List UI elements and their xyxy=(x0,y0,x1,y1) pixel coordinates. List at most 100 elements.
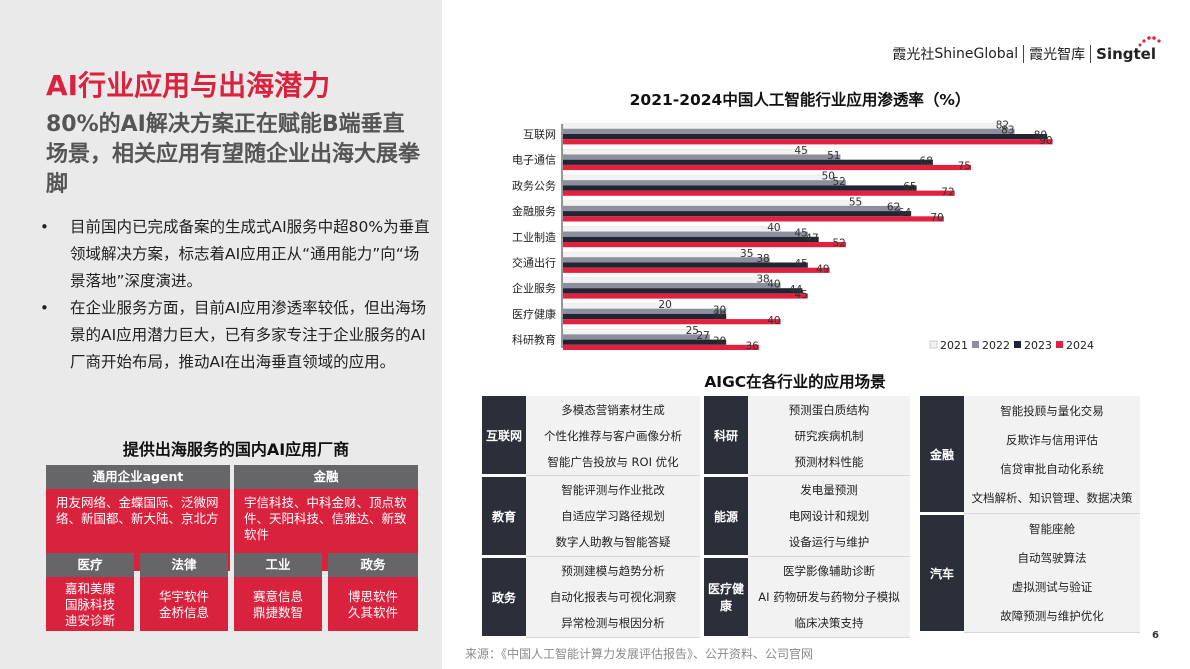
industry-label: 科研 xyxy=(704,396,748,477)
data-label-2022: 83 xyxy=(1001,125,1014,137)
bar-2022 xyxy=(563,334,710,340)
data-label-2023: 47 xyxy=(805,233,818,245)
legend-label-2023: 2023 xyxy=(1024,339,1052,352)
category-label: 金融服务 xyxy=(512,204,556,218)
bar-2024 xyxy=(563,190,955,196)
bar-2023 xyxy=(563,134,1048,140)
scenario-list: 智能投顾与量化交易 反欺诈与信用评估 信贷审批自动化系统 文档解析、知识管理、数据决策 xyxy=(964,396,1140,514)
data-label-2022: 40 xyxy=(767,279,780,291)
logo-divider xyxy=(1023,45,1025,63)
aigc-title: AIGC在各行业的应用场景 xyxy=(704,373,886,391)
scenario-list: 预测蛋白质结构 研究疾病机制 预测材料性能 xyxy=(748,396,910,476)
data-label-2021: 40 xyxy=(767,222,780,234)
data-label-2024: 70 xyxy=(930,212,943,224)
data-label-2024: 45 xyxy=(794,289,807,301)
bar-2022 xyxy=(563,128,1015,134)
vendor-box-head: 医疗 xyxy=(46,553,134,577)
application-row: 汽车 智能座舱 自动驾驶算法 虚拟测试与验证 故障预测与维护优化 xyxy=(920,513,1140,634)
bar-2022 xyxy=(563,205,901,212)
application-row: 金融 智能投顾与量化交易 反欺诈与信用评估 信贷审批自动化系统 文档解析、知识管理、数据… xyxy=(920,396,1140,515)
scenario-item: 自动驾驶算法 xyxy=(1017,551,1087,565)
vendor-box-head: 政务 xyxy=(328,553,418,577)
scenario-item: 文档解析、知识管理、数据决策 xyxy=(971,490,1133,505)
vendor-box-medical: 医疗 嘉和美康 国脉科技 迪安诊断 xyxy=(46,553,134,631)
bar-2023 xyxy=(563,185,917,191)
logo-divider xyxy=(1090,45,1092,63)
bullet-text: 在企业服务方面，目前AI应用渗透率较低，但出海场景的AI应用潜力巨大，已有多家专… xyxy=(70,299,427,371)
category-label: 企业服务 xyxy=(512,281,556,295)
data-label-2024: 90 xyxy=(1039,135,1052,147)
bar-2021 xyxy=(562,251,754,258)
legend-label-2022: 2022 xyxy=(982,339,1010,352)
vendor-name: 迪安诊断 xyxy=(64,613,115,628)
legend-label-2021: 2021 xyxy=(940,339,968,352)
legend-label-2024: 2024 xyxy=(1066,339,1094,352)
vendor-box-head: 通用企业agent xyxy=(46,465,230,489)
bullet-dot-icon: • xyxy=(40,218,49,236)
data-label-2021: 20 xyxy=(658,299,671,311)
application-table-col1: 互联网 多模态营销素材生成 个性化推荐与客户画像分析 智能广告投放与 ROI 优化 教育… xyxy=(482,396,700,639)
scenario-item: 个性化推荐与客户画像分析 xyxy=(544,428,682,443)
scenario-item: AI 药物研发与药物分子模拟 xyxy=(758,590,900,604)
scenario-item: 自适应学习路径规划 xyxy=(561,509,665,523)
application-row: 能源 发电量预测 电网设计和规划 设备运行与维护 xyxy=(704,475,910,558)
scenario-item: 预测蛋白质结构 xyxy=(788,402,870,417)
data-label-2023: 65 xyxy=(903,181,916,193)
data-label-2023: 64 xyxy=(898,207,912,219)
scenario-item: 智能评测与作业批改 xyxy=(561,483,665,497)
bar-2024 xyxy=(563,139,1053,145)
category-label: 科研教育 xyxy=(512,333,556,347)
data-label-2024: 36 xyxy=(745,341,759,353)
bar-2024 xyxy=(563,216,944,222)
data-label-2024: 75 xyxy=(958,161,971,173)
bar-2021 xyxy=(562,303,673,309)
vendor-name: 嘉和美康 xyxy=(64,581,115,596)
bar-2024 xyxy=(563,267,830,273)
scenario-item: 电网设计和规划 xyxy=(788,509,870,523)
vendor-box-head: 金融 xyxy=(234,465,418,489)
scenario-list: 多模态营销素材生成 个性化推荐与客户画像分析 智能广告投放与 ROI 优化 xyxy=(526,396,700,476)
chart-title: 2021-2024中国人工智能行业应用渗透率（%） xyxy=(629,91,971,109)
data-label-2023: 68 xyxy=(920,155,933,167)
bar-2023 xyxy=(563,262,808,268)
bar-2024 xyxy=(563,344,759,350)
scenario-item: 智能投顾与量化交易 xyxy=(1000,403,1104,418)
bar-2022 xyxy=(563,257,770,263)
vendor-name: 金桥信息 xyxy=(158,605,209,620)
bar-2024 xyxy=(563,242,846,248)
source-note: 来源：《中国人工智能计算力发展评估报告》、公开资料、公司官网 xyxy=(465,647,814,661)
bar-2022 xyxy=(563,154,841,160)
vendor-box-head: 工业 xyxy=(234,553,322,577)
data-label-2023: 44 xyxy=(789,284,803,296)
bar-2021 xyxy=(562,149,809,155)
data-label-2022: 45 xyxy=(794,227,807,239)
data-label-2024: 52 xyxy=(833,238,846,250)
bar-2024 xyxy=(563,164,971,171)
scenario-item: 医学影像辅助诊断 xyxy=(783,564,875,578)
bar-2023 xyxy=(563,288,803,294)
bar-2021 xyxy=(562,277,770,284)
category-label: 医疗健康 xyxy=(512,307,556,321)
data-label-2022: 27 xyxy=(697,330,710,342)
bar-2021 xyxy=(562,174,836,181)
scenario-list: 智能评测与作业批改 自适应学习路径规划 数字人助教与智能答疑 xyxy=(526,475,700,557)
scenario-list: 智能座舱 自动驾驶算法 虚拟测试与验证 故障预测与维护优化 xyxy=(964,513,1140,633)
vendor-box-body: 嘉和美康 国脉科技 迪安诊断 xyxy=(46,577,134,631)
bar-2021 xyxy=(562,123,1010,129)
scenario-item: 多模态营销素材生成 xyxy=(561,402,665,417)
scenario-list: 发电量预测 电网设计和规划 设备运行与维护 xyxy=(748,475,910,557)
vendor-box-body: 华宇软件 金桥信息 xyxy=(140,577,228,631)
logo-singtel-word: Singtel xyxy=(1096,45,1156,63)
bar-2021 xyxy=(562,226,781,232)
vendor-name: 国脉科技 xyxy=(64,597,115,612)
vendors-title: 提供出海服务的国内AI应用厂商 xyxy=(122,440,350,459)
data-label-2023: 45 xyxy=(794,258,807,270)
vendor-box-government: 政务 博思软件 久其软件 xyxy=(328,553,418,631)
data-label-2023: 30 xyxy=(713,335,726,347)
data-label-2022: 51 xyxy=(827,150,840,162)
industry-label: 教育 xyxy=(482,475,526,558)
bullet-item: • 在企业服务方面，目前AI应用渗透率较低，但出海场景的AI应用潜力巨大，已有多家… xyxy=(38,295,430,376)
bar-2024 xyxy=(563,319,781,325)
scenario-item: 设备运行与维护 xyxy=(788,535,870,549)
scenario-item: 反欺诈与信用评估 xyxy=(1006,432,1098,447)
